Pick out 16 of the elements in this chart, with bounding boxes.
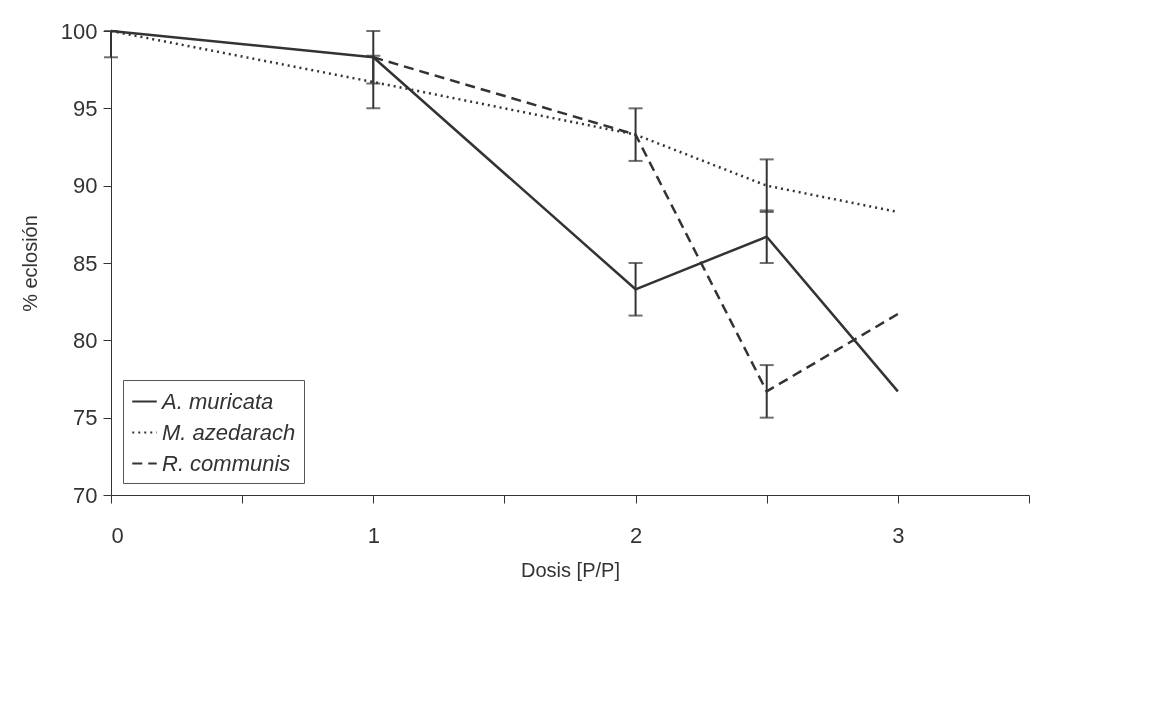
legend-label: R. communis xyxy=(162,450,291,476)
x-tick-label: 0 xyxy=(111,522,124,548)
y-tick-label: 90 xyxy=(73,173,98,199)
y-tick-label: 85 xyxy=(73,250,98,276)
x-tick-label: 3 xyxy=(892,522,905,548)
x-axis-title: Dosis [P/P] xyxy=(521,558,620,581)
y-tick-label: 80 xyxy=(73,327,98,353)
x-tick-label: 2 xyxy=(629,522,643,548)
y-tick-label: 70 xyxy=(73,482,98,508)
x-tick-label: 1 xyxy=(367,522,380,548)
legend-label: A. muricata xyxy=(160,388,274,414)
y-tick-label: 100 xyxy=(60,18,98,44)
y-axis-title: % eclosión xyxy=(18,215,41,312)
legend-label: M. azedarach xyxy=(162,419,296,445)
y-tick-label: 75 xyxy=(73,405,98,431)
y-tick-label: 95 xyxy=(73,95,98,121)
